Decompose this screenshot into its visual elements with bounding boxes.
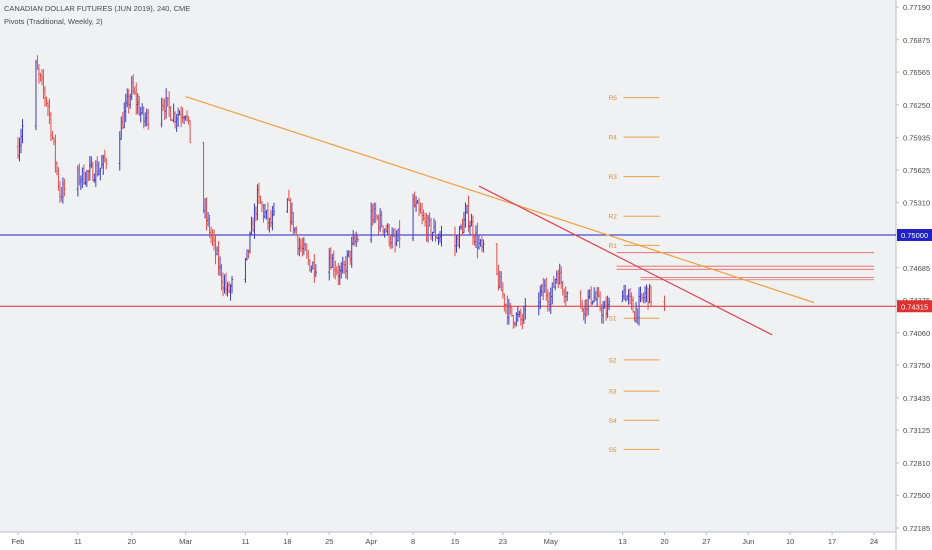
y-tick-label: 0.73125 bbox=[903, 426, 930, 435]
y-tick-label: 0.72500 bbox=[903, 491, 930, 500]
trendline bbox=[478, 185, 773, 336]
y-tick-label: 0.74685 bbox=[903, 264, 930, 273]
x-tick-label: 8 bbox=[411, 537, 415, 546]
pivot-label: R5 bbox=[609, 95, 618, 102]
pivot-label: R1 bbox=[609, 243, 618, 250]
x-tick-label: 25 bbox=[325, 537, 333, 546]
indicator-label: Pivots (Traditional, Weekly, 2) bbox=[4, 17, 103, 26]
x-tick-label: 18 bbox=[283, 537, 291, 546]
x-tick-label: 11 bbox=[74, 537, 82, 546]
y-tick-label: 0.72185 bbox=[903, 524, 930, 533]
pivot-label: S3 bbox=[609, 389, 617, 396]
pivot-label: R3 bbox=[609, 174, 618, 181]
x-tick-label: 27 bbox=[702, 537, 710, 546]
pivot-label: R2 bbox=[609, 214, 618, 221]
y-tick-label: 0.73435 bbox=[903, 394, 930, 403]
y-tick-label: 0.75310 bbox=[903, 199, 930, 208]
y-tick-label: 0.76875 bbox=[903, 36, 930, 45]
x-tick-label: 15 bbox=[451, 537, 459, 546]
pivot-label: S2 bbox=[609, 357, 617, 364]
x-tick-label: 23 bbox=[499, 537, 507, 546]
price-axis bbox=[896, 0, 932, 550]
x-tick-label: 20 bbox=[660, 537, 668, 546]
y-tick-label: 0.73750 bbox=[903, 361, 930, 370]
y-tick-label: 0.74060 bbox=[903, 329, 930, 338]
x-tick-label: 17 bbox=[828, 537, 836, 546]
y-tick-label: 0.75935 bbox=[903, 134, 930, 143]
x-tick-label: 13 bbox=[618, 537, 626, 546]
level-tag-label: 0.75000 bbox=[901, 231, 928, 240]
level-tag bbox=[897, 300, 932, 313]
x-tick-label: Apr bbox=[365, 537, 377, 546]
time-axis bbox=[0, 532, 896, 550]
y-tick-label: 0.76250 bbox=[903, 101, 930, 110]
x-tick-label: Jun bbox=[742, 537, 754, 546]
level-tag bbox=[897, 228, 932, 241]
x-tick-label: 24 bbox=[870, 537, 878, 546]
chart-title: CANADIAN DOLLAR FUTURES (JUN 2019), 240,… bbox=[4, 4, 191, 13]
pivot-label: S4 bbox=[609, 418, 617, 425]
x-tick-label: Mar bbox=[179, 537, 192, 546]
price-bars bbox=[16, 55, 666, 330]
pivot-label: R4 bbox=[609, 135, 618, 142]
x-tick-label: Feb bbox=[12, 537, 25, 546]
x-tick-label: 20 bbox=[128, 537, 136, 546]
trendline bbox=[185, 95, 815, 304]
y-tick-label: 0.72810 bbox=[903, 459, 930, 468]
y-tick-label: 0.75625 bbox=[903, 166, 930, 175]
level-tag-label: 0.74315 bbox=[901, 302, 928, 311]
pivot-label: S5 bbox=[609, 447, 617, 454]
y-tick-label: 0.77190 bbox=[903, 3, 930, 12]
x-tick-label: May bbox=[544, 537, 558, 546]
x-tick-label: 10 bbox=[786, 537, 794, 546]
pivot-label: S1 bbox=[609, 316, 617, 323]
y-tick-label: 0.76565 bbox=[903, 68, 930, 77]
x-tick-label: 11 bbox=[242, 537, 250, 546]
